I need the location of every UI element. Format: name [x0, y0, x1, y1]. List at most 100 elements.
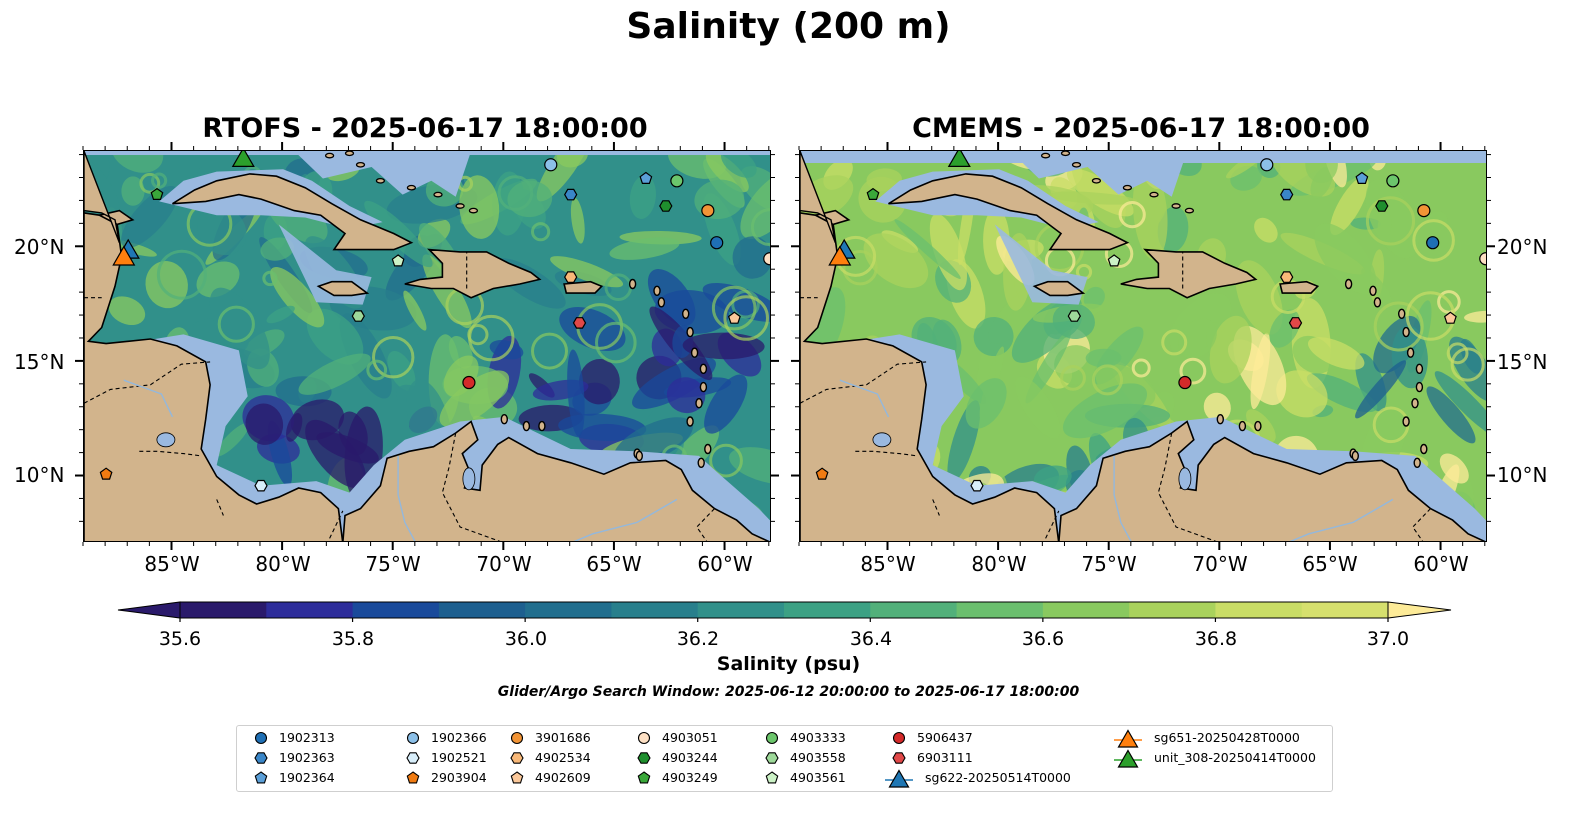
obs-1902313[interactable] — [1426, 236, 1440, 250]
lake-maracaibo — [462, 467, 476, 491]
lat-tick-15n: 15°N — [14, 350, 65, 374]
obs-5906437[interactable] — [1178, 375, 1192, 390]
obs-4903333[interactable] — [1386, 174, 1400, 188]
legend-marker — [254, 731, 268, 745]
land-puertoRico — [1279, 280, 1320, 294]
legend-marker — [406, 731, 420, 745]
obs-4903558[interactable] — [1067, 310, 1081, 322]
legend-marker — [406, 752, 420, 764]
legend-label: 4903333 — [790, 730, 846, 745]
lon-tick-80w: 80°W — [971, 552, 1027, 576]
legend-label: 4902609 — [535, 770, 591, 785]
obs-4903051[interactable] — [763, 252, 771, 266]
obs-5906437[interactable] — [462, 375, 476, 390]
obs-1902363[interactable] — [564, 188, 578, 201]
colorbar-segment — [1301, 602, 1389, 618]
obs-4902609[interactable] — [727, 311, 741, 324]
colorbar-segment — [784, 602, 871, 618]
colorbar-segment — [525, 602, 612, 618]
legend-marker — [510, 771, 524, 784]
land-cuba — [172, 173, 414, 251]
obs-unit_308-20250414T0000[interactable] — [231, 151, 255, 167]
legend: 1902313 1902363 1902364 1902366 1902521 29039… — [236, 725, 1333, 792]
obs-2903904[interactable] — [99, 467, 113, 480]
colorbar-segment — [352, 602, 440, 618]
legend-label: 4903249 — [662, 770, 718, 785]
observations — [815, 151, 1487, 492]
rivers — [839, 379, 1394, 541]
obs-4903561[interactable] — [1107, 254, 1121, 267]
lake-maracaibo — [1178, 467, 1192, 491]
obs-sg651-20250428T0000[interactable] — [828, 245, 852, 266]
obs-1902366[interactable] — [544, 158, 558, 172]
obs-1902364[interactable] — [639, 171, 653, 185]
legend-marker — [637, 752, 651, 764]
colorbar-segment — [956, 602, 1044, 618]
legend-label: sg622-20250514T0000 — [925, 770, 1071, 785]
map-cmems — [800, 151, 1487, 541]
obs-6903111[interactable] — [1288, 317, 1303, 329]
obs-4903249[interactable] — [150, 187, 164, 201]
legend-label: 1902363 — [279, 750, 335, 765]
map-panel-rtofs[interactable] — [83, 150, 771, 542]
obs-unit_308-20250414T0000[interactable] — [947, 151, 971, 167]
obs-6903111[interactable] — [572, 317, 587, 329]
legend-marker — [1114, 729, 1142, 748]
obs-4902609[interactable] — [1443, 311, 1457, 324]
legend-label: 4903051 — [662, 730, 718, 745]
obs-4903561[interactable] — [391, 254, 405, 267]
obs-sg651-20250428T0000[interactable] — [112, 245, 136, 266]
land-cuba — [888, 173, 1130, 251]
obs-4903244[interactable] — [659, 200, 673, 212]
lon-tick-75w: 75°W — [365, 552, 421, 576]
legend-marker — [637, 771, 651, 784]
colorbar-tick: 35.6 — [158, 628, 202, 650]
colorbar-extend-high — [1387, 601, 1452, 619]
obs-1902366[interactable] — [1260, 158, 1274, 172]
obs-1902521[interactable] — [254, 479, 268, 492]
panel-title-cmems: CMEMS - 2025-06-17 18:00:00 — [912, 113, 1370, 144]
land-hispaniola — [404, 248, 542, 299]
obs-4903558[interactable] — [351, 310, 365, 322]
legend-label: 4903558 — [790, 750, 846, 765]
legend-marker — [1114, 749, 1142, 768]
colorbar-segment — [266, 602, 354, 618]
lat-tick-10n: 10°N — [14, 463, 65, 487]
obs-1902364[interactable] — [1355, 171, 1369, 185]
obs-4902534[interactable] — [1280, 271, 1294, 283]
legend-label: 1902364 — [279, 770, 335, 785]
obs-3901686[interactable] — [701, 204, 715, 218]
colorbar-segment — [1129, 602, 1216, 618]
legend-label: 5906437 — [917, 730, 973, 745]
lon-tick-80w: 80°W — [255, 552, 311, 576]
lon-tick-85w: 85°W — [860, 552, 916, 576]
legend-marker — [765, 752, 779, 764]
obs-3901686[interactable] — [1417, 204, 1431, 218]
country-borders — [84, 251, 715, 541]
obs-2903904[interactable] — [815, 467, 829, 480]
land-southAmerica — [1058, 420, 1486, 541]
legend-label: 2903904 — [431, 770, 487, 785]
land-jamaica — [316, 280, 370, 297]
colorbar-tick: 36.4 — [849, 628, 893, 650]
lon-tick-60w: 60°W — [1413, 552, 1469, 576]
legend-label: 3901686 — [535, 730, 591, 745]
obs-4903333[interactable] — [670, 174, 684, 188]
legend-marker — [765, 771, 779, 784]
obs-4903249[interactable] — [866, 187, 880, 201]
lat-tick-20n: 20°N — [14, 235, 65, 259]
country-borders — [800, 251, 1431, 541]
colorbar-tick: 36.2 — [676, 628, 720, 650]
land-hispaniola — [1120, 248, 1258, 299]
legend-label: 4903561 — [790, 770, 846, 785]
obs-1902363[interactable] — [1280, 188, 1294, 201]
obs-4903051[interactable] — [1479, 252, 1487, 266]
map-panel-cmems[interactable] — [799, 150, 1487, 542]
obs-1902313[interactable] — [710, 236, 724, 250]
colorbar-segment — [180, 602, 267, 618]
obs-1902521[interactable] — [970, 479, 984, 492]
obs-4903244[interactable] — [1375, 200, 1389, 212]
legend-marker — [254, 752, 268, 764]
legend-marker — [254, 771, 268, 784]
obs-4902534[interactable] — [564, 271, 578, 283]
